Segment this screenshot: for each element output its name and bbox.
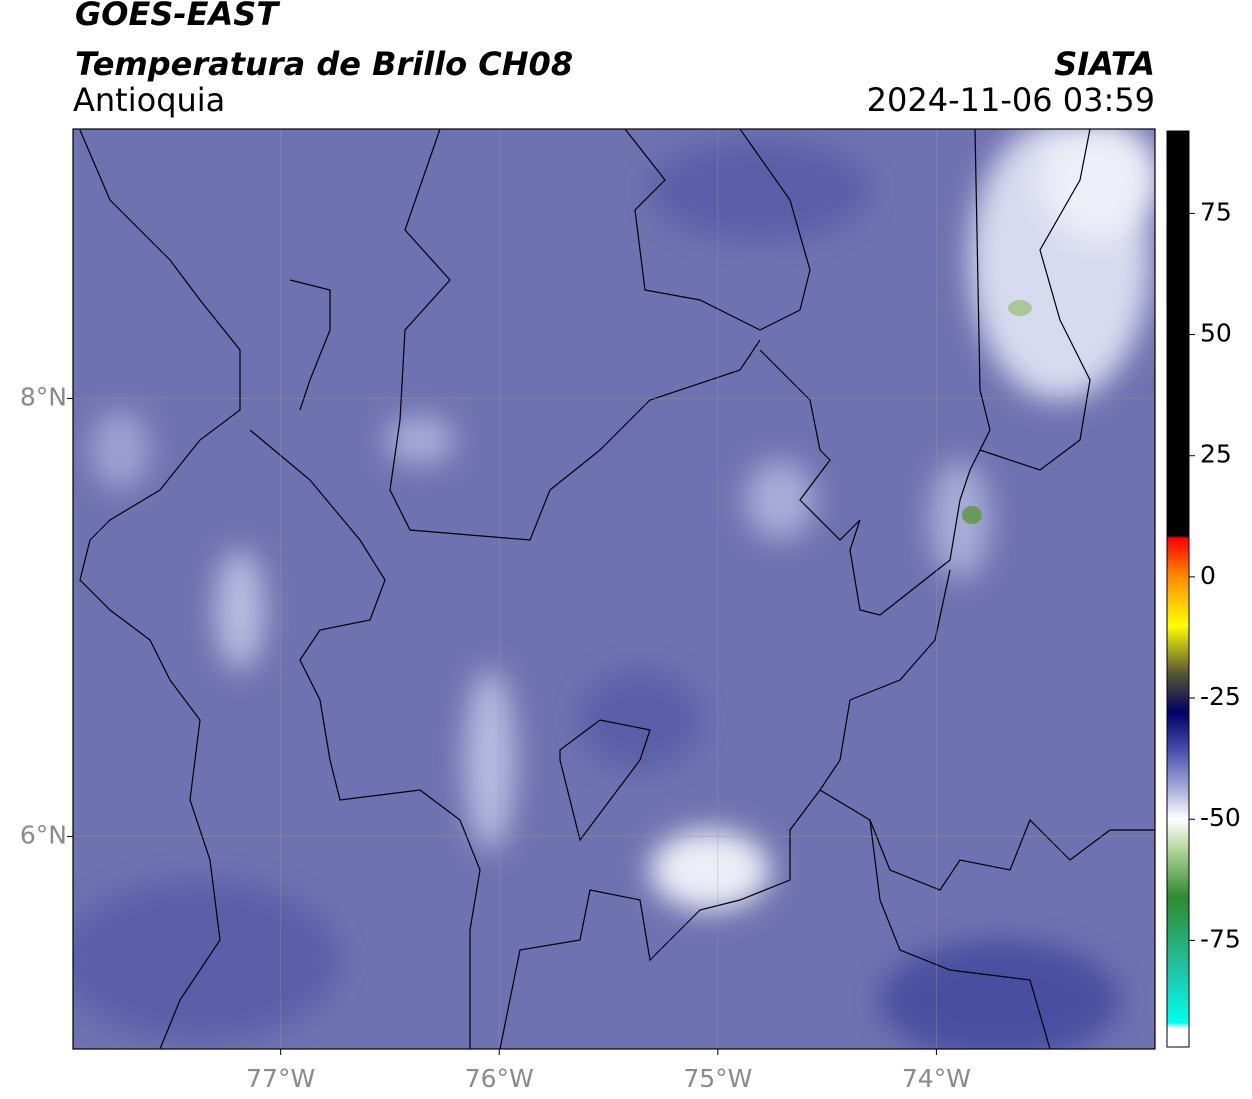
colorbar-tick-label: -50 bbox=[1200, 803, 1241, 832]
x-tick-label: 77°W bbox=[246, 1064, 315, 1093]
map bbox=[73, 129, 1155, 1049]
colorbar bbox=[1166, 130, 1190, 1048]
subtitle: Temperatura de Brillo CH08 bbox=[75, 45, 573, 83]
y-tick-label: 8°N bbox=[20, 382, 67, 411]
colorbar-tick-label: -25 bbox=[1200, 682, 1241, 711]
source: SIATA bbox=[1054, 45, 1155, 83]
colorbar-tick-label: 50 bbox=[1200, 319, 1232, 348]
colorbar-tick-label: 75 bbox=[1200, 197, 1232, 226]
cold-cloud bbox=[1008, 300, 1032, 316]
colorbar-tick-label: 0 bbox=[1200, 561, 1216, 590]
cloud-field bbox=[73, 129, 1155, 1049]
x-tick-label: 74°W bbox=[902, 1064, 971, 1093]
x-tick-label: 75°W bbox=[683, 1064, 752, 1093]
map-frame bbox=[72, 128, 1156, 1050]
region: Antioquia bbox=[73, 81, 225, 119]
timestamp: 2024-11-06 03:59 bbox=[867, 81, 1155, 119]
cold-cloud bbox=[962, 506, 982, 524]
colorbar-tick-label: -75 bbox=[1200, 924, 1241, 953]
y-tick-label: 6°N bbox=[20, 821, 67, 850]
boundaries bbox=[79, 129, 1155, 1049]
title: GOES-EAST bbox=[75, 0, 280, 33]
colorbar-tick-label: 25 bbox=[1200, 440, 1232, 469]
x-tick-label: 76°W bbox=[465, 1064, 534, 1093]
